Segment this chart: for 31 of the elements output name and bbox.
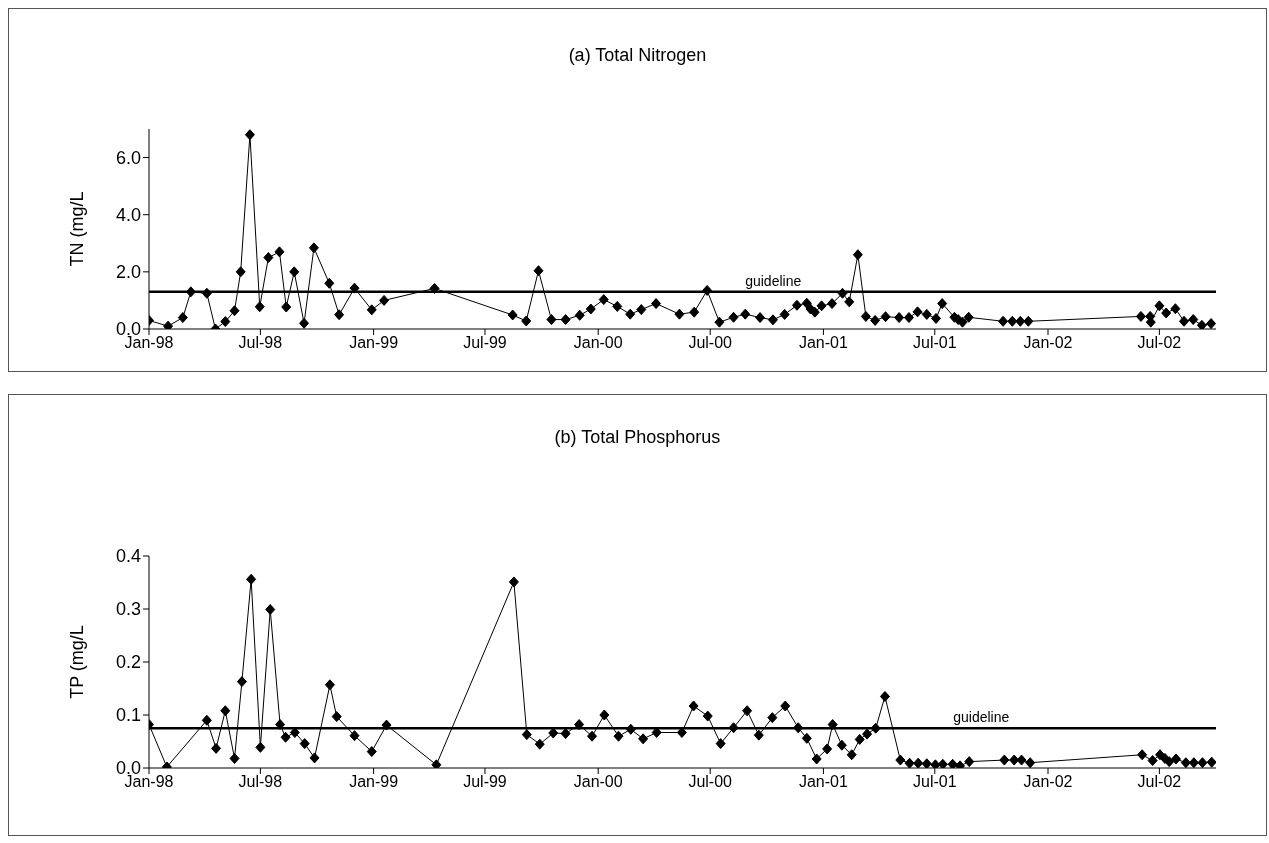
- x-tick-label: Jan-99: [349, 773, 399, 791]
- x-tick-label: Jul-99: [463, 334, 507, 352]
- x-tick-label: Jan-02: [1023, 334, 1073, 352]
- chart-title: (a) Total Nitrogen: [567, 45, 708, 66]
- x-tick-label: Jul-00: [688, 334, 733, 352]
- y-tick-label: 4.0: [115, 205, 141, 226]
- x-tick-label: Jan-00: [573, 334, 623, 352]
- x-tick-label: Jan-00: [573, 773, 623, 791]
- ref-line-label: guideline: [745, 272, 802, 289]
- y-tick-label: 0.4: [115, 546, 141, 567]
- x-tick-label: Jul-99: [463, 773, 507, 791]
- y-tick-label: 2.0: [115, 262, 141, 283]
- x-tick-label: Jul-02: [1137, 773, 1182, 791]
- x-tick-label: Jul-02: [1137, 334, 1182, 352]
- x-tick-label: Jul-01: [913, 334, 957, 352]
- ref-line-label: guideline: [953, 709, 1010, 726]
- y-tick-label: 0.2: [115, 652, 141, 673]
- x-tick-label: Jul-98: [238, 334, 283, 352]
- x-tick-label: Jan-01: [798, 773, 848, 791]
- x-tick-label: Jul-00: [688, 773, 733, 791]
- x-tick-label: Jul-98: [238, 773, 283, 791]
- x-tick-label: Jan-99: [349, 334, 399, 352]
- y-tick-label: 0.3: [115, 599, 141, 620]
- x-tick-label: Jul-01: [913, 773, 957, 791]
- y-tick-label: 0.1: [115, 705, 141, 726]
- x-tick-label: Jan-02: [1023, 773, 1073, 791]
- x-tick-label: Jan-01: [798, 334, 848, 352]
- y-tick-label: 6.0: [115, 147, 141, 168]
- y-axis-title: TN (mg/L: [67, 191, 88, 267]
- chart-title: (b) Total Phosphorus: [553, 427, 722, 448]
- y-axis-title: TP (mg/L: [67, 625, 88, 699]
